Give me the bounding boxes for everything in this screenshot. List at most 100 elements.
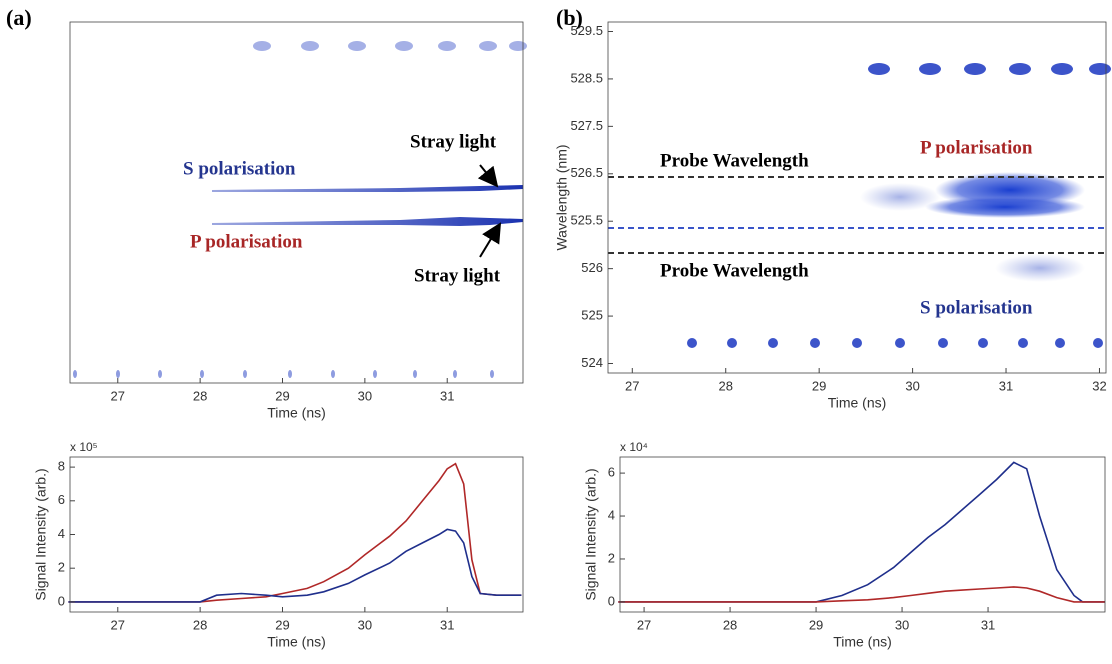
annotation: Probe Wavelength: [660, 260, 809, 281]
spot: [288, 370, 292, 378]
image-content: [73, 41, 1111, 378]
annotation: Stray light: [410, 131, 497, 152]
y-multiplier: x 10⁴: [620, 440, 648, 454]
spot: [687, 338, 697, 348]
x-tick-label: 30: [895, 617, 909, 632]
spot: [768, 338, 778, 348]
spot: [348, 41, 366, 51]
line: [68, 462, 522, 603]
y-multiplier: x 10⁵: [70, 440, 98, 454]
plot-frame: [607, 21, 1107, 374]
y-tick-label: 0: [58, 593, 65, 608]
arrow: [477, 164, 499, 188]
spot: [1018, 338, 1028, 348]
x-tick-label: 29: [809, 617, 823, 632]
spot: [453, 370, 457, 378]
spot: [895, 338, 905, 348]
y-tick-label: 525.5: [570, 213, 603, 228]
x-tick-label: 28: [193, 617, 207, 632]
spot: [395, 41, 413, 51]
spot: [490, 370, 494, 378]
spot: [1009, 63, 1031, 75]
plot-frame: [69, 21, 524, 384]
spot: [243, 370, 247, 378]
annotation: P polarisation: [920, 137, 1033, 158]
line: [618, 586, 1105, 603]
annotation: Probe Wavelength: [660, 150, 809, 171]
y-tick-label: 2: [608, 550, 615, 565]
y-tick-label: 6: [58, 492, 65, 507]
x-tick-label: 29: [812, 378, 826, 393]
spot: [509, 41, 527, 51]
x-tick-label: 29: [275, 617, 289, 632]
y-tick-label: 4: [608, 507, 615, 522]
spot: [938, 338, 948, 348]
y-axis-label: Signal Intensity (arb.): [33, 468, 49, 600]
x-tick-label: 27: [111, 388, 125, 403]
line: [68, 528, 522, 603]
y-tick-label: 2: [58, 560, 65, 575]
y-tick-label: 525: [581, 308, 603, 323]
x-tick-label: 27: [637, 617, 651, 632]
annotation: Stray light: [414, 265, 501, 286]
y-tick-label: 528.5: [570, 70, 603, 85]
spot: [479, 41, 497, 51]
y-tick-label: 529.5: [570, 23, 603, 38]
spot: [200, 370, 204, 378]
y-tick-label: 526: [581, 260, 603, 275]
spot: [810, 338, 820, 348]
x-tick-label: 28: [723, 617, 737, 632]
x-axis-label: Time (ns): [828, 395, 887, 411]
line: [618, 461, 1105, 603]
spot: [919, 63, 941, 75]
y-tick-label: 4: [58, 526, 65, 541]
x-tick-label: 31: [440, 617, 454, 632]
x-tick-label: 30: [905, 378, 919, 393]
spot: [331, 370, 335, 378]
x-tick-label: 32: [1092, 378, 1106, 393]
x-tick-label: 31: [999, 378, 1013, 393]
spot: [1055, 338, 1065, 348]
y-tick-label: 6: [608, 465, 615, 480]
spot: [413, 370, 417, 378]
spot: [438, 41, 456, 51]
x-axis-label: Time (ns): [833, 634, 892, 650]
x-tick-label: 31: [440, 388, 454, 403]
spot: [964, 63, 986, 75]
plot-frame: [619, 456, 1106, 613]
s-streak: [212, 185, 523, 192]
y-tick-label: 526.5: [570, 165, 603, 180]
y-tick-label: 0: [608, 593, 615, 608]
panel-label: (a): [6, 5, 32, 30]
spot: [1093, 338, 1103, 348]
arrow: [479, 222, 502, 258]
x-tick-label: 30: [358, 388, 372, 403]
spot: [1089, 63, 1111, 75]
x-tick-label: 27: [625, 378, 639, 393]
panel-label: (b): [556, 5, 583, 30]
x-tick-label: 30: [358, 617, 372, 632]
x-tick-label: 31: [981, 617, 995, 632]
spot: [978, 338, 988, 348]
spot: [868, 63, 890, 75]
y-tick-label: 8: [58, 459, 65, 474]
y-tick-label: 524: [581, 355, 603, 370]
x-axis-label: Time (ns): [267, 634, 326, 650]
signal: [925, 196, 1085, 218]
spot: [116, 370, 120, 378]
y-tick-label: 527.5: [570, 118, 603, 133]
plot-frame: [69, 456, 524, 613]
x-tick-label: 28: [193, 388, 207, 403]
spot: [158, 370, 162, 378]
annotation: P polarisation: [190, 231, 303, 252]
spot: [1051, 63, 1073, 75]
x-tick-label: 29: [275, 388, 289, 403]
spot: [253, 41, 271, 51]
x-tick-label: 28: [718, 378, 732, 393]
spot: [73, 370, 77, 378]
x-tick-label: 27: [111, 617, 125, 632]
p-streak: [212, 217, 523, 226]
spot: [852, 338, 862, 348]
signal: [860, 183, 940, 211]
